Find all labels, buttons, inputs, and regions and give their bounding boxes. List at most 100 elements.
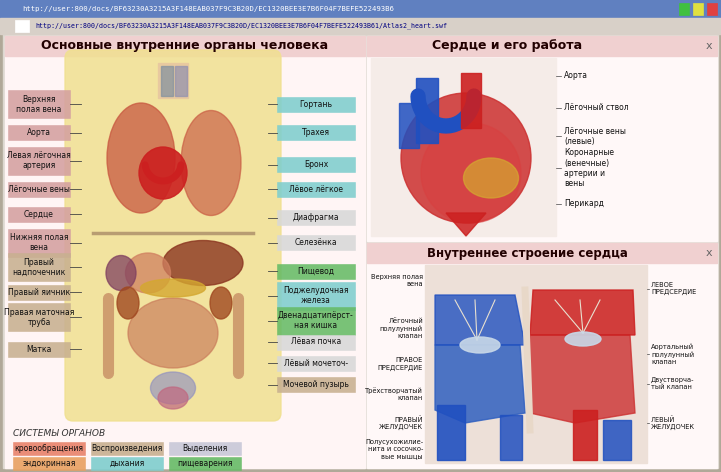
Text: Воспроизведения: Воспроизведения xyxy=(92,444,163,453)
Text: Селезёнка: Селезёнка xyxy=(295,238,337,247)
Ellipse shape xyxy=(107,103,175,213)
Bar xyxy=(367,36,717,56)
Text: http://user:800/docs/BF63230A3215A3F148EAB037F9C3B20D/EC1320BEE3E7B6F04F7BEFE522: http://user:800/docs/BF63230A3215A3F148E… xyxy=(22,6,394,12)
Bar xyxy=(15,20,29,32)
Bar xyxy=(8,303,70,331)
Text: Аортальный
полулунный
клапан: Аортальный полулунный клапан xyxy=(651,344,694,365)
Bar xyxy=(367,243,717,468)
Bar xyxy=(277,356,355,371)
Text: Лёвая почка: Лёвая почка xyxy=(291,337,341,346)
Bar xyxy=(8,253,70,281)
Bar xyxy=(8,182,70,197)
Text: Сердце: Сердце xyxy=(24,210,54,219)
Text: дыхания: дыхания xyxy=(110,459,145,468)
Ellipse shape xyxy=(163,241,243,286)
Polygon shape xyxy=(530,335,635,423)
Bar xyxy=(277,182,355,197)
Text: Поджелудочная
железа: Поджелудочная железа xyxy=(283,287,349,305)
Text: Трахея: Трахея xyxy=(302,128,330,137)
Ellipse shape xyxy=(106,255,136,290)
Bar xyxy=(277,377,355,392)
Text: Лёвое лёгкое: Лёвое лёгкое xyxy=(289,185,343,194)
FancyBboxPatch shape xyxy=(65,50,281,421)
Bar xyxy=(277,307,355,335)
Bar xyxy=(8,147,70,175)
Bar xyxy=(277,97,355,112)
Text: x: x xyxy=(706,41,712,51)
Bar xyxy=(603,420,631,460)
Ellipse shape xyxy=(128,298,218,368)
Text: пищеварения: пищеварения xyxy=(177,459,233,468)
Text: Матка: Матка xyxy=(26,345,52,354)
Text: Лёгочные вены: Лёгочные вены xyxy=(8,185,70,194)
Ellipse shape xyxy=(139,147,187,199)
Bar xyxy=(277,125,355,140)
Text: Бронх: Бронх xyxy=(304,160,328,169)
Text: Лёвый мочеточ-: Лёвый мочеточ- xyxy=(284,359,348,368)
Ellipse shape xyxy=(151,372,195,404)
Text: Двенадцатипёрст-
ная кишка: Двенадцатипёрст- ная кишка xyxy=(278,311,354,330)
Text: эндокринная: эндокринная xyxy=(22,459,76,468)
Text: Сердце и его работа: Сердце и его работа xyxy=(432,40,582,52)
Text: Гортань: Гортань xyxy=(299,100,332,109)
Bar xyxy=(169,442,241,455)
Bar xyxy=(425,265,647,463)
Bar xyxy=(500,415,522,460)
Text: ЛЕВОЕ
ПРЕДСЕРДИЕ: ЛЕВОЕ ПРЕДСЕРДИЕ xyxy=(651,282,696,295)
Bar xyxy=(693,3,703,15)
Text: Полусухожилие-
нита и сосочко-
вые мышцы: Полусухожилие- нита и сосочко- вые мышцы xyxy=(365,439,423,459)
Bar xyxy=(161,66,173,96)
Text: Лёгочный
полулунный
клапан: Лёгочный полулунный клапан xyxy=(380,318,423,339)
Ellipse shape xyxy=(460,337,500,353)
Text: Левая лёгочная
артерия: Левая лёгочная артерия xyxy=(7,152,71,170)
Text: Аорта: Аорта xyxy=(564,71,588,80)
Bar xyxy=(13,442,85,455)
Bar xyxy=(13,457,85,470)
Ellipse shape xyxy=(117,287,139,319)
Ellipse shape xyxy=(181,110,241,216)
Text: Мочевой пузырь: Мочевой пузырь xyxy=(283,380,349,389)
Text: x: x xyxy=(706,248,712,258)
Text: Лёгочные вены
(левые): Лёгочные вены (левые) xyxy=(564,126,626,146)
Text: СИСТЕМЫ ОРГАНОВ: СИСТЕМЫ ОРГАНОВ xyxy=(13,429,105,438)
Bar xyxy=(8,228,70,257)
Ellipse shape xyxy=(464,158,518,198)
Bar xyxy=(707,3,717,15)
Ellipse shape xyxy=(141,279,205,297)
Text: Правый яичник: Правый яичник xyxy=(8,288,70,297)
Polygon shape xyxy=(435,345,525,423)
Bar xyxy=(437,405,465,460)
Bar xyxy=(8,285,70,300)
Ellipse shape xyxy=(125,253,170,293)
Text: Трёхстворчатый
клапан: Трёхстворчатый клапан xyxy=(365,387,423,401)
Bar xyxy=(277,282,355,310)
Bar xyxy=(277,157,355,172)
Text: Диафрагма: Диафрагма xyxy=(293,213,340,222)
Bar xyxy=(8,342,70,357)
Text: Лёгочный ствол: Лёгочный ствол xyxy=(564,103,629,112)
Polygon shape xyxy=(530,290,635,335)
Text: Выделения: Выделения xyxy=(182,444,228,453)
Bar xyxy=(367,36,717,241)
Bar xyxy=(5,36,365,468)
Bar xyxy=(573,410,597,460)
Text: Внутреннее строение сердца: Внутреннее строение сердца xyxy=(427,246,627,260)
Text: Правый
надпочечник: Правый надпочечник xyxy=(12,258,66,277)
Text: http://user:800/docs/BF63230A3215A3F148EAB037F9C3B20D/EC1320BEE3E7B6F04F7BEFE522: http://user:800/docs/BF63230A3215A3F148E… xyxy=(35,23,447,29)
Ellipse shape xyxy=(158,387,188,409)
Bar xyxy=(679,3,689,15)
Ellipse shape xyxy=(565,332,601,346)
Text: Перикард: Перикард xyxy=(564,200,604,209)
Text: Пищевод: Пищевод xyxy=(298,267,335,276)
Bar xyxy=(277,235,355,250)
Ellipse shape xyxy=(421,123,521,223)
Bar xyxy=(91,442,163,455)
Text: Двустворча-
тый клапан: Двустворча- тый клапан xyxy=(651,377,694,390)
Bar xyxy=(5,36,365,56)
Text: ЛЕВЫЙ
ЖЕЛУДОЧЕК: ЛЕВЫЙ ЖЕЛУДОЧЕК xyxy=(651,416,695,430)
Bar xyxy=(367,243,717,263)
Text: кровообращения: кровообращения xyxy=(14,444,84,453)
Bar xyxy=(416,78,438,143)
Bar xyxy=(158,63,188,98)
Text: Верхняя полая
вена: Верхняя полая вена xyxy=(371,274,423,287)
